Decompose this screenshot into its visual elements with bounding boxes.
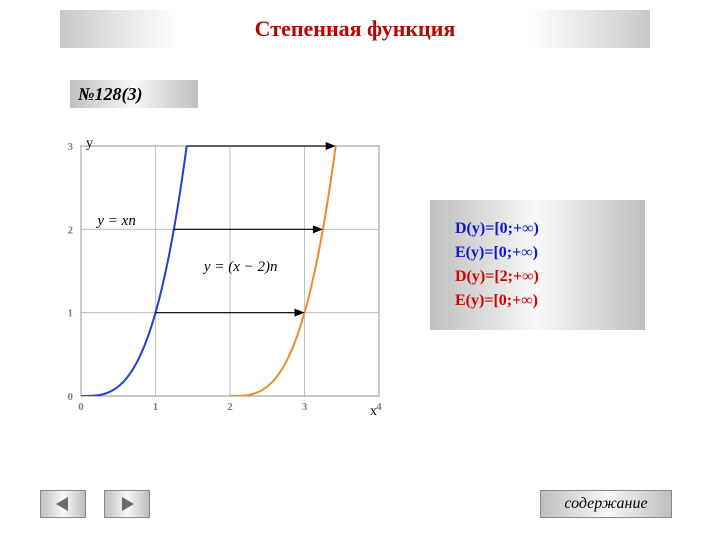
- svg-text:1: 1: [68, 308, 74, 320]
- prev-button[interactable]: [40, 490, 86, 518]
- x-axis-label: x: [370, 404, 377, 420]
- svg-text:1: 1: [153, 401, 159, 413]
- svg-text:0: 0: [68, 391, 74, 403]
- info-line: D(y)=[2;+∞): [455, 268, 645, 286]
- task-badge: №128(3): [70, 80, 198, 108]
- task-label: №128(3): [78, 84, 142, 105]
- formula-label: y = xᴨ: [95, 213, 135, 229]
- svg-text:3: 3: [302, 401, 308, 413]
- svg-text:0: 0: [78, 401, 84, 413]
- title-bar: Степенная функция: [60, 10, 650, 48]
- contents-button[interactable]: содержание: [540, 490, 672, 518]
- svg-text:3: 3: [68, 141, 74, 153]
- info-line: E(y)=[0;+∞): [455, 292, 645, 310]
- formula-label: y = (x − 2)ᴨ: [202, 259, 278, 275]
- chart: 0 1 2 3 4 0 1 2 3 y = xᴨ y = (x − 2)ᴨ: [45, 140, 385, 420]
- page-title: Степенная функция: [255, 16, 456, 42]
- info-line: D(y)=[0;+∞): [455, 220, 645, 238]
- svg-text:4: 4: [376, 401, 382, 413]
- next-button[interactable]: [104, 490, 150, 518]
- svg-text:2: 2: [68, 224, 74, 236]
- info-panel: D(y)=[0;+∞) E(y)=[0;+∞) D(y)=[2;+∞) E(y)=[0…: [430, 200, 645, 330]
- info-line: E(y)=[0;+∞): [455, 244, 645, 262]
- y-axis-label: y: [86, 136, 93, 152]
- nav-controls: [40, 490, 150, 518]
- chevron-left-icon: [54, 497, 72, 511]
- chevron-right-icon: [118, 497, 136, 511]
- svg-text:2: 2: [227, 401, 233, 413]
- contents-label: содержание: [564, 495, 647, 513]
